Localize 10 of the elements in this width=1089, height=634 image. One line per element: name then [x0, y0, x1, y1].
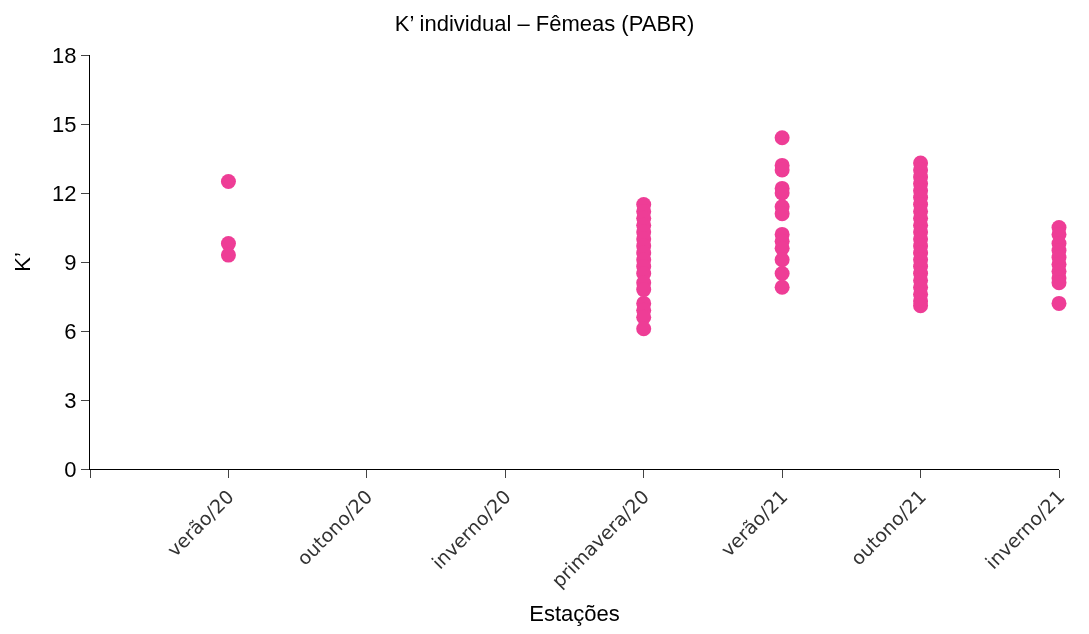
y-tick-label: 12 [52, 180, 77, 206]
y-axis-title: K’ [9, 252, 35, 272]
y-tick-label: 18 [52, 42, 77, 68]
chart-title: K’ individual – Fêmeas (PABR) [394, 11, 695, 37]
y-tick-label: 3 [64, 387, 77, 413]
y-tick-label: 9 [64, 249, 77, 275]
y-tick-label: 6 [64, 318, 77, 344]
y-tick-label: 15 [52, 111, 77, 137]
y-tick-label: 0 [64, 456, 77, 482]
x-axis-title: Estações [529, 601, 620, 627]
